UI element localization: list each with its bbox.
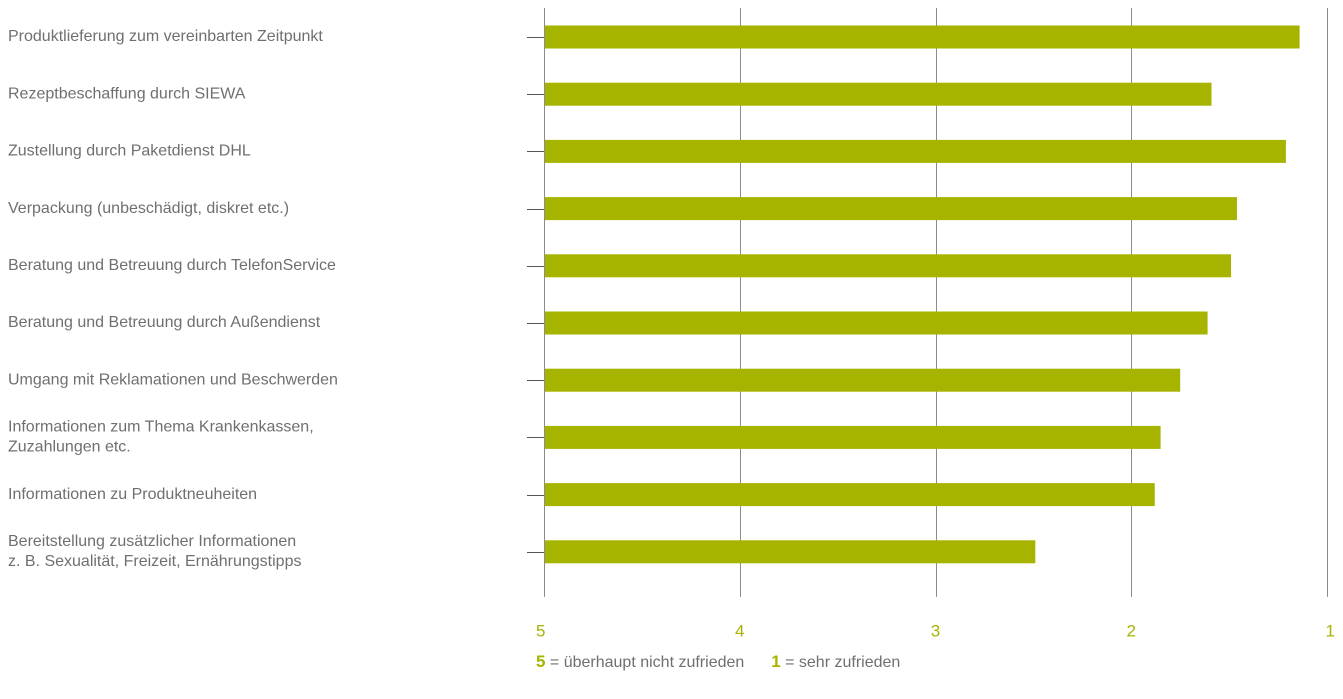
bar — [545, 540, 1036, 564]
category-label: Rezeptbeschaffung durch SIEWA — [8, 85, 246, 102]
scale-legend: 5 = überhaupt nicht zufrieden 1 = sehr z… — [536, 652, 900, 672]
bar — [545, 311, 1208, 335]
legend-high-text: = sehr zufrieden — [785, 654, 901, 671]
category-label: Verpackung (unbeschädigt, diskret etc.) — [8, 200, 289, 217]
x-tick-label: 4 — [735, 621, 744, 640]
bar — [545, 368, 1181, 392]
category-label: Umgang mit Reklamationen und Beschwerden — [8, 371, 338, 388]
category-label: Produktlieferung zum vereinbarten Zeitpu… — [8, 28, 323, 45]
bar — [545, 139, 1286, 163]
x-tick-label: 5 — [536, 621, 545, 640]
category-label: Informationen zu Produktneuheiten — [8, 486, 257, 503]
category-label: Zuzahlungen etc. — [8, 439, 131, 456]
bar — [545, 254, 1232, 278]
x-tick-label: 1 — [1326, 621, 1335, 640]
category-label: Zustellung durch Paketdienst DHL — [8, 143, 251, 160]
x-tick-label: 3 — [931, 621, 940, 640]
bar — [545, 82, 1212, 106]
category-label: Beratung und Betreuung durch TelefonServ… — [8, 257, 336, 274]
category-label: Bereitstellung zusätzlicher Informatione… — [8, 533, 296, 550]
bar — [545, 25, 1300, 49]
legend-low-number: 5 — [536, 652, 546, 671]
x-tick-label: 2 — [1127, 621, 1136, 640]
legend-high-number: 1 — [771, 652, 781, 671]
category-label: z. B. Sexualität, Freizeit, Ernährungsti… — [8, 553, 301, 570]
category-label: Beratung und Betreuung durch Außendienst — [8, 314, 321, 331]
bar — [545, 425, 1161, 449]
legend-low-text: = überhaupt nicht zufrieden — [549, 654, 745, 671]
bar — [545, 197, 1237, 221]
category-label: Informationen zum Thema Krankenkassen, — [8, 419, 314, 436]
bar — [545, 483, 1155, 507]
